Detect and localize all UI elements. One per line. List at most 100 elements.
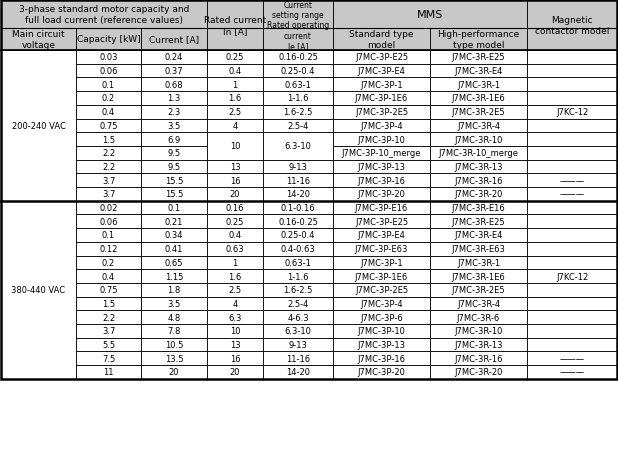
Bar [76,51,141,64]
Bar [76,29,141,51]
Text: 1: 1 [232,258,238,267]
Text: 1: 1 [232,81,238,90]
Text: 13: 13 [230,163,240,171]
Bar [527,64,617,78]
Bar [430,297,527,311]
Text: 3.7: 3.7 [102,327,115,336]
Text: 0.25-0.4: 0.25-0.4 [281,67,315,76]
Text: 0.25-0.4: 0.25-0.4 [281,231,315,240]
Bar [430,174,527,188]
Text: J7MC-3R-10_merge: J7MC-3R-10_merge [439,149,519,158]
Bar [263,51,333,64]
Text: J7MC-3R-E4: J7MC-3R-E4 [454,231,502,240]
Bar [141,51,207,64]
Bar [207,119,263,133]
Bar [527,365,617,379]
Bar [527,106,617,119]
Text: 9-13: 9-13 [289,341,307,349]
Bar [263,215,333,229]
Text: 10.5: 10.5 [165,341,183,349]
Bar [207,201,263,215]
Bar [333,201,430,215]
Bar [333,160,430,174]
Text: J7MC-3P-10: J7MC-3P-10 [358,135,405,144]
Bar [333,188,430,201]
Bar [333,64,430,78]
Text: J7MC-3R-20: J7MC-3R-20 [454,368,502,377]
Bar [430,270,527,283]
Text: J7MC-3P-E4: J7MC-3P-E4 [358,231,405,240]
Text: J7MC-3R-E16: J7MC-3R-E16 [452,203,506,212]
Text: J7KC-12: J7KC-12 [556,108,588,117]
Bar [76,338,141,352]
Text: 0.16-0.25: 0.16-0.25 [278,53,318,62]
Bar [527,256,617,270]
Text: 9-13: 9-13 [289,163,307,171]
Text: J7MC-3P-1: J7MC-3P-1 [360,81,403,90]
Text: 200-240 VAC: 200-240 VAC [12,122,66,130]
Text: 0.75: 0.75 [99,122,118,130]
Bar [207,283,263,297]
Bar [1,29,76,51]
Bar [141,283,207,297]
Bar [263,106,333,119]
Text: 0.25: 0.25 [226,217,244,226]
Text: 0.16: 0.16 [226,203,244,212]
Text: J7MC-3P-E16: J7MC-3P-E16 [355,203,408,212]
Bar [141,270,207,283]
Bar [207,338,263,352]
Text: 0.68: 0.68 [164,81,184,90]
Bar [207,78,263,92]
Text: 1.6-2.5: 1.6-2.5 [283,285,313,295]
Text: Magnetic
contactor model: Magnetic contactor model [535,16,609,36]
Text: J7MC-3R-10: J7MC-3R-10 [454,327,502,336]
Bar [1,51,76,201]
Bar [1,1,617,379]
Text: J7MC-3R-6: J7MC-3R-6 [457,313,500,322]
Bar [263,311,333,324]
Text: 3-phase standard motor capacity and
full load current (reference values): 3-phase standard motor capacity and full… [19,5,189,25]
Text: 10: 10 [230,327,240,336]
Text: MMS: MMS [417,10,443,20]
Text: J7MC-3P-4: J7MC-3P-4 [360,299,403,308]
Bar [141,324,207,338]
Bar [430,229,527,242]
Bar [527,242,617,256]
Text: 1.5: 1.5 [102,299,115,308]
Bar [333,242,430,256]
Bar [141,338,207,352]
Text: 2.2: 2.2 [102,163,115,171]
Text: J7MC-3P-16: J7MC-3P-16 [357,354,405,363]
Text: J7MC-3P-16: J7MC-3P-16 [357,176,405,185]
Text: J7MC-3R-2E5: J7MC-3R-2E5 [452,285,506,295]
Text: 2.5-4: 2.5-4 [287,299,308,308]
Bar [333,256,430,270]
Bar [263,78,333,92]
Text: 0.41: 0.41 [165,244,183,253]
Text: Main circuit
voltage: Main circuit voltage [12,30,65,50]
Text: J7MC-3R-E4: J7MC-3R-E4 [454,67,502,76]
Text: 3.7: 3.7 [102,190,115,199]
Text: J7MC-3P-1E6: J7MC-3P-1E6 [355,94,408,103]
Text: 11-16: 11-16 [286,176,310,185]
Bar [141,133,207,147]
Text: 14-20: 14-20 [286,368,310,377]
Text: High-performance
type model: High-performance type model [438,30,520,50]
Bar [141,147,207,160]
Bar [527,229,617,242]
Bar [141,256,207,270]
Bar [263,338,333,352]
Text: 1.6: 1.6 [229,272,242,281]
Bar [76,365,141,379]
Bar [430,147,527,160]
Bar [263,297,333,311]
Bar [527,119,617,133]
Bar [207,297,263,311]
Text: J7MC-3P-4: J7MC-3P-4 [360,122,403,130]
Bar [263,242,333,256]
Text: 0.34: 0.34 [165,231,184,240]
Bar [141,215,207,229]
Text: 3.7: 3.7 [102,176,115,185]
Bar [333,106,430,119]
Text: 11-16: 11-16 [286,354,310,363]
